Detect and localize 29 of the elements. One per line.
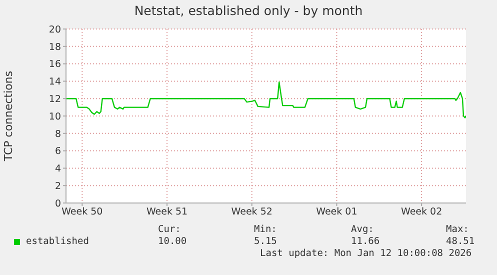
y-tick-label: 2 (54, 180, 61, 192)
y-tick-label: 4 (54, 164, 61, 175)
y-tick-label: 6 (54, 146, 61, 158)
x-tick-label: Week 51 (146, 206, 188, 218)
line-series (66, 81, 466, 118)
text: 10.00 (158, 236, 187, 248)
y-tick-label: 8 (54, 128, 61, 140)
text: Min: (254, 224, 277, 236)
x-tick-label: Week 52 (231, 206, 272, 218)
text: Last update: Mon Jan 12 10:00:08 2026 (260, 248, 472, 259)
y-tick-label: 12 (48, 94, 61, 105)
text: 48.51 (446, 236, 475, 248)
text: 5.15 (254, 236, 277, 248)
x-tick-label: Week 02 (400, 206, 442, 218)
text: Cur: (158, 224, 182, 236)
legend-label: established (26, 236, 89, 247)
text: 11.66 (351, 236, 380, 248)
y-tick-label: 20 (48, 24, 61, 36)
y-tick-label: 0 (54, 198, 61, 210)
text: Avg: (351, 224, 375, 236)
y-tick-label: 16 (48, 59, 61, 70)
x-tick-label: Week 50 (62, 206, 103, 218)
y-tick-label: 10 (48, 111, 61, 122)
y-axis-title: TCP connections (2, 70, 15, 162)
chart-title: Netstat, established only - by month (133, 3, 364, 18)
y-tick-label: 18 (48, 42, 61, 53)
x-tick-label: Week 01 (316, 206, 358, 218)
y-tick-label: 14 (48, 76, 61, 88)
text: Max: (446, 224, 470, 236)
